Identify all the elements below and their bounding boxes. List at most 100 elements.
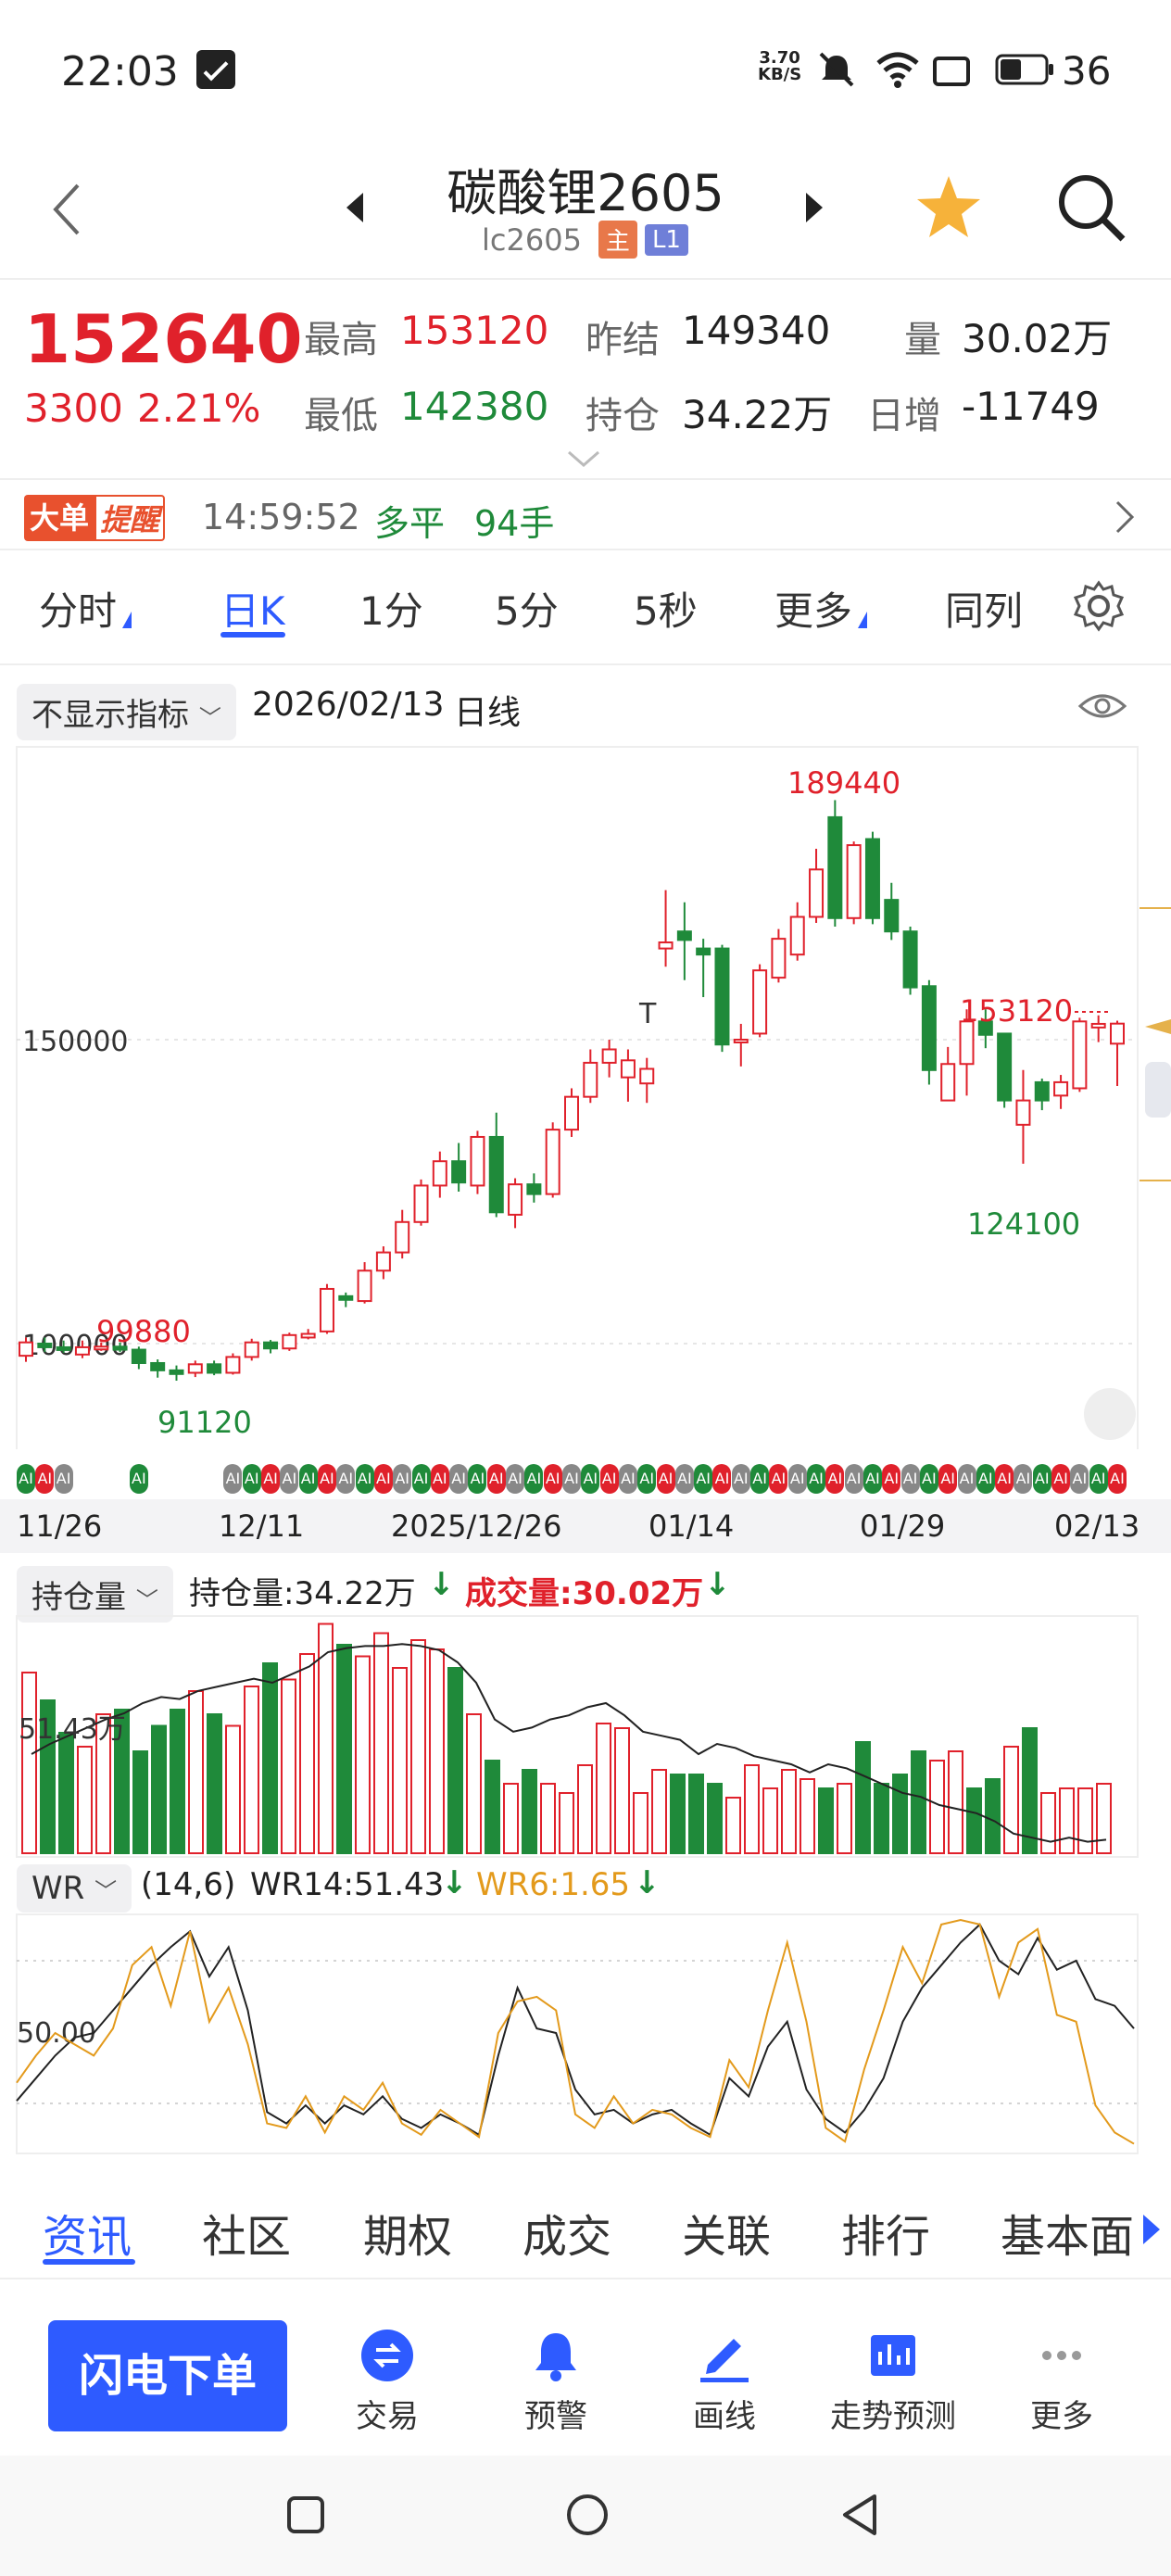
tab-options[interactable]: 期权 xyxy=(363,2211,453,2263)
ai-badge[interactable]: AI xyxy=(1032,1464,1051,1494)
tab-1min[interactable]: 1分 xyxy=(359,588,423,634)
ai-badge[interactable]: AI xyxy=(769,1464,788,1494)
more-button[interactable]: 更多 xyxy=(997,2328,1127,2436)
candle-body xyxy=(997,1032,1013,1102)
tab-related[interactable]: 关联 xyxy=(682,2211,772,2263)
tab-fundamentals[interactable]: 基本面 xyxy=(1001,2211,1135,2263)
expand-chevron-icon[interactable] xyxy=(565,448,602,471)
ai-badge[interactable]: AI xyxy=(618,1464,637,1494)
prev-contract-icon[interactable] xyxy=(345,191,367,224)
settings-gear-icon[interactable] xyxy=(1073,580,1125,632)
ai-badge[interactable]: AI xyxy=(486,1464,506,1494)
ai-badge[interactable]: AI xyxy=(261,1464,281,1494)
fullscreen-icon[interactable] xyxy=(1084,1388,1136,1440)
ai-badge[interactable]: AI xyxy=(825,1464,845,1494)
volume-bar xyxy=(132,1750,148,1854)
ai-badge[interactable]: AI xyxy=(393,1464,412,1494)
tab-trades[interactable]: 成交 xyxy=(523,2211,612,2263)
wr-chart[interactable]: 50.00 xyxy=(0,1913,1171,2155)
ai-badge[interactable]: AI xyxy=(731,1464,750,1494)
ai-badge[interactable]: AI xyxy=(656,1464,675,1494)
ai-badge[interactable]: AI xyxy=(317,1464,336,1494)
tab-more[interactable]: 更多 xyxy=(774,580,868,637)
ai-badge[interactable]: AI xyxy=(524,1464,544,1494)
tab-same-series[interactable]: 同列 xyxy=(945,588,1024,634)
ai-badge[interactable]: AI xyxy=(863,1464,882,1494)
ai-badge[interactable]: AI xyxy=(280,1464,299,1494)
ai-badge[interactable]: AI xyxy=(694,1464,713,1494)
ai-badge[interactable]: AI xyxy=(373,1464,393,1494)
flash-order-button[interactable]: 闪电下单 xyxy=(48,2320,287,2431)
big-order-alert[interactable]: 大单 提醒 14:59:52 多平 94手 xyxy=(0,482,1171,550)
ai-badge[interactable]: AI xyxy=(430,1464,449,1494)
volume-oi-chart[interactable]: 51.43万 xyxy=(0,1614,1171,1859)
ai-badge[interactable]: AI xyxy=(1070,1464,1089,1494)
tab-community[interactable]: 社区 xyxy=(202,2211,292,2263)
indicator-select[interactable]: 不显示指标 ﹀ xyxy=(17,684,236,740)
ai-badge[interactable]: AI xyxy=(882,1464,901,1494)
tab-ranking[interactable]: 排行 xyxy=(841,2211,931,2263)
ai-badge[interactable]: AI xyxy=(355,1464,374,1494)
tab-daily-k[interactable]: 日K xyxy=(220,580,285,638)
trade-button[interactable]: 交易 xyxy=(322,2328,452,2436)
back-nav-icon[interactable] xyxy=(839,2493,880,2537)
ai-badge[interactable]: AI xyxy=(938,1464,958,1494)
ai-badge[interactable]: AI xyxy=(1089,1464,1108,1494)
alert-button[interactable]: 预警 xyxy=(491,2328,621,2436)
candle-body xyxy=(1034,1080,1050,1102)
ai-badge[interactable]: AI xyxy=(599,1464,619,1494)
ai-badge[interactable]: AI xyxy=(242,1464,261,1494)
ai-badge[interactable]: AI xyxy=(1014,1464,1033,1494)
tab-timeshare-label: 分时 xyxy=(39,588,118,634)
draw-button[interactable]: 画线 xyxy=(660,2328,789,2436)
ai-badge[interactable]: AI xyxy=(900,1464,920,1494)
ai-badge[interactable]: AI xyxy=(919,1464,938,1494)
tab-timeshare[interactable]: 分时 xyxy=(39,580,132,637)
ai-badge[interactable]: AI xyxy=(957,1464,976,1494)
tabs-scroll-right-icon[interactable] xyxy=(1140,2213,1162,2246)
favorite-star-icon[interactable] xyxy=(913,172,984,243)
wr-select[interactable]: WR ﹀ xyxy=(17,1864,132,1913)
ai-badge[interactable]: AI xyxy=(674,1464,694,1494)
ai-badge[interactable]: AI xyxy=(995,1464,1014,1494)
home-icon[interactable] xyxy=(565,2493,610,2537)
ai-badge[interactable]: AI xyxy=(712,1464,732,1494)
side-handle[interactable] xyxy=(1145,1062,1171,1118)
tab-news[interactable]: 资讯 xyxy=(43,2200,135,2265)
tab-5min[interactable]: 5分 xyxy=(495,588,559,634)
ai-badge[interactable]: AI xyxy=(336,1464,356,1494)
ai-badge[interactable]: AI xyxy=(54,1464,73,1494)
ai-badge[interactable]: AI xyxy=(581,1464,600,1494)
search-icon[interactable] xyxy=(1054,170,1128,245)
next-contract-icon[interactable] xyxy=(802,191,825,224)
ai-badge[interactable]: AI xyxy=(298,1464,318,1494)
alert-arrow-icon[interactable] xyxy=(1112,499,1138,536)
ai-badge[interactable]: AI xyxy=(543,1464,562,1494)
back-icon[interactable] xyxy=(48,180,85,239)
ai-badge[interactable]: AI xyxy=(449,1464,469,1494)
ai-badge[interactable]: AI xyxy=(35,1464,55,1494)
eye-icon[interactable] xyxy=(1077,686,1128,726)
ai-badge[interactable]: AI xyxy=(223,1464,243,1494)
ai-badge[interactable]: AI xyxy=(129,1464,148,1494)
oi-select[interactable]: 持仓量 ﹀ xyxy=(17,1566,173,1623)
oi-value: 持仓量:34.22万 xyxy=(189,1575,416,1612)
recent-apps-icon[interactable] xyxy=(285,2494,326,2535)
ai-badge[interactable]: AI xyxy=(976,1464,995,1494)
ai-badge[interactable]: AI xyxy=(750,1464,770,1494)
ai-badge[interactable]: AI xyxy=(17,1464,35,1494)
ai-badge[interactable]: AI xyxy=(506,1464,525,1494)
ai-badge[interactable]: AI xyxy=(844,1464,863,1494)
ai-badge[interactable]: AI xyxy=(787,1464,807,1494)
ai-badge[interactable]: AI xyxy=(562,1464,581,1494)
ai-badge[interactable]: AI xyxy=(411,1464,431,1494)
ai-badge[interactable]: AI xyxy=(807,1464,826,1494)
candlestick-chart[interactable]: 150000 100000 189440 91120 124100 99880 … xyxy=(0,745,1171,1449)
ai-badge[interactable]: AI xyxy=(637,1464,657,1494)
forecast-button[interactable]: 走势预测 xyxy=(828,2328,958,2436)
ai-badge[interactable]: AI xyxy=(1108,1464,1127,1494)
ai-badge[interactable]: AI xyxy=(1051,1464,1071,1494)
volume-bar xyxy=(262,1662,278,1854)
tab-5sec[interactable]: 5秒 xyxy=(634,588,698,634)
ai-badge[interactable]: AI xyxy=(468,1464,487,1494)
